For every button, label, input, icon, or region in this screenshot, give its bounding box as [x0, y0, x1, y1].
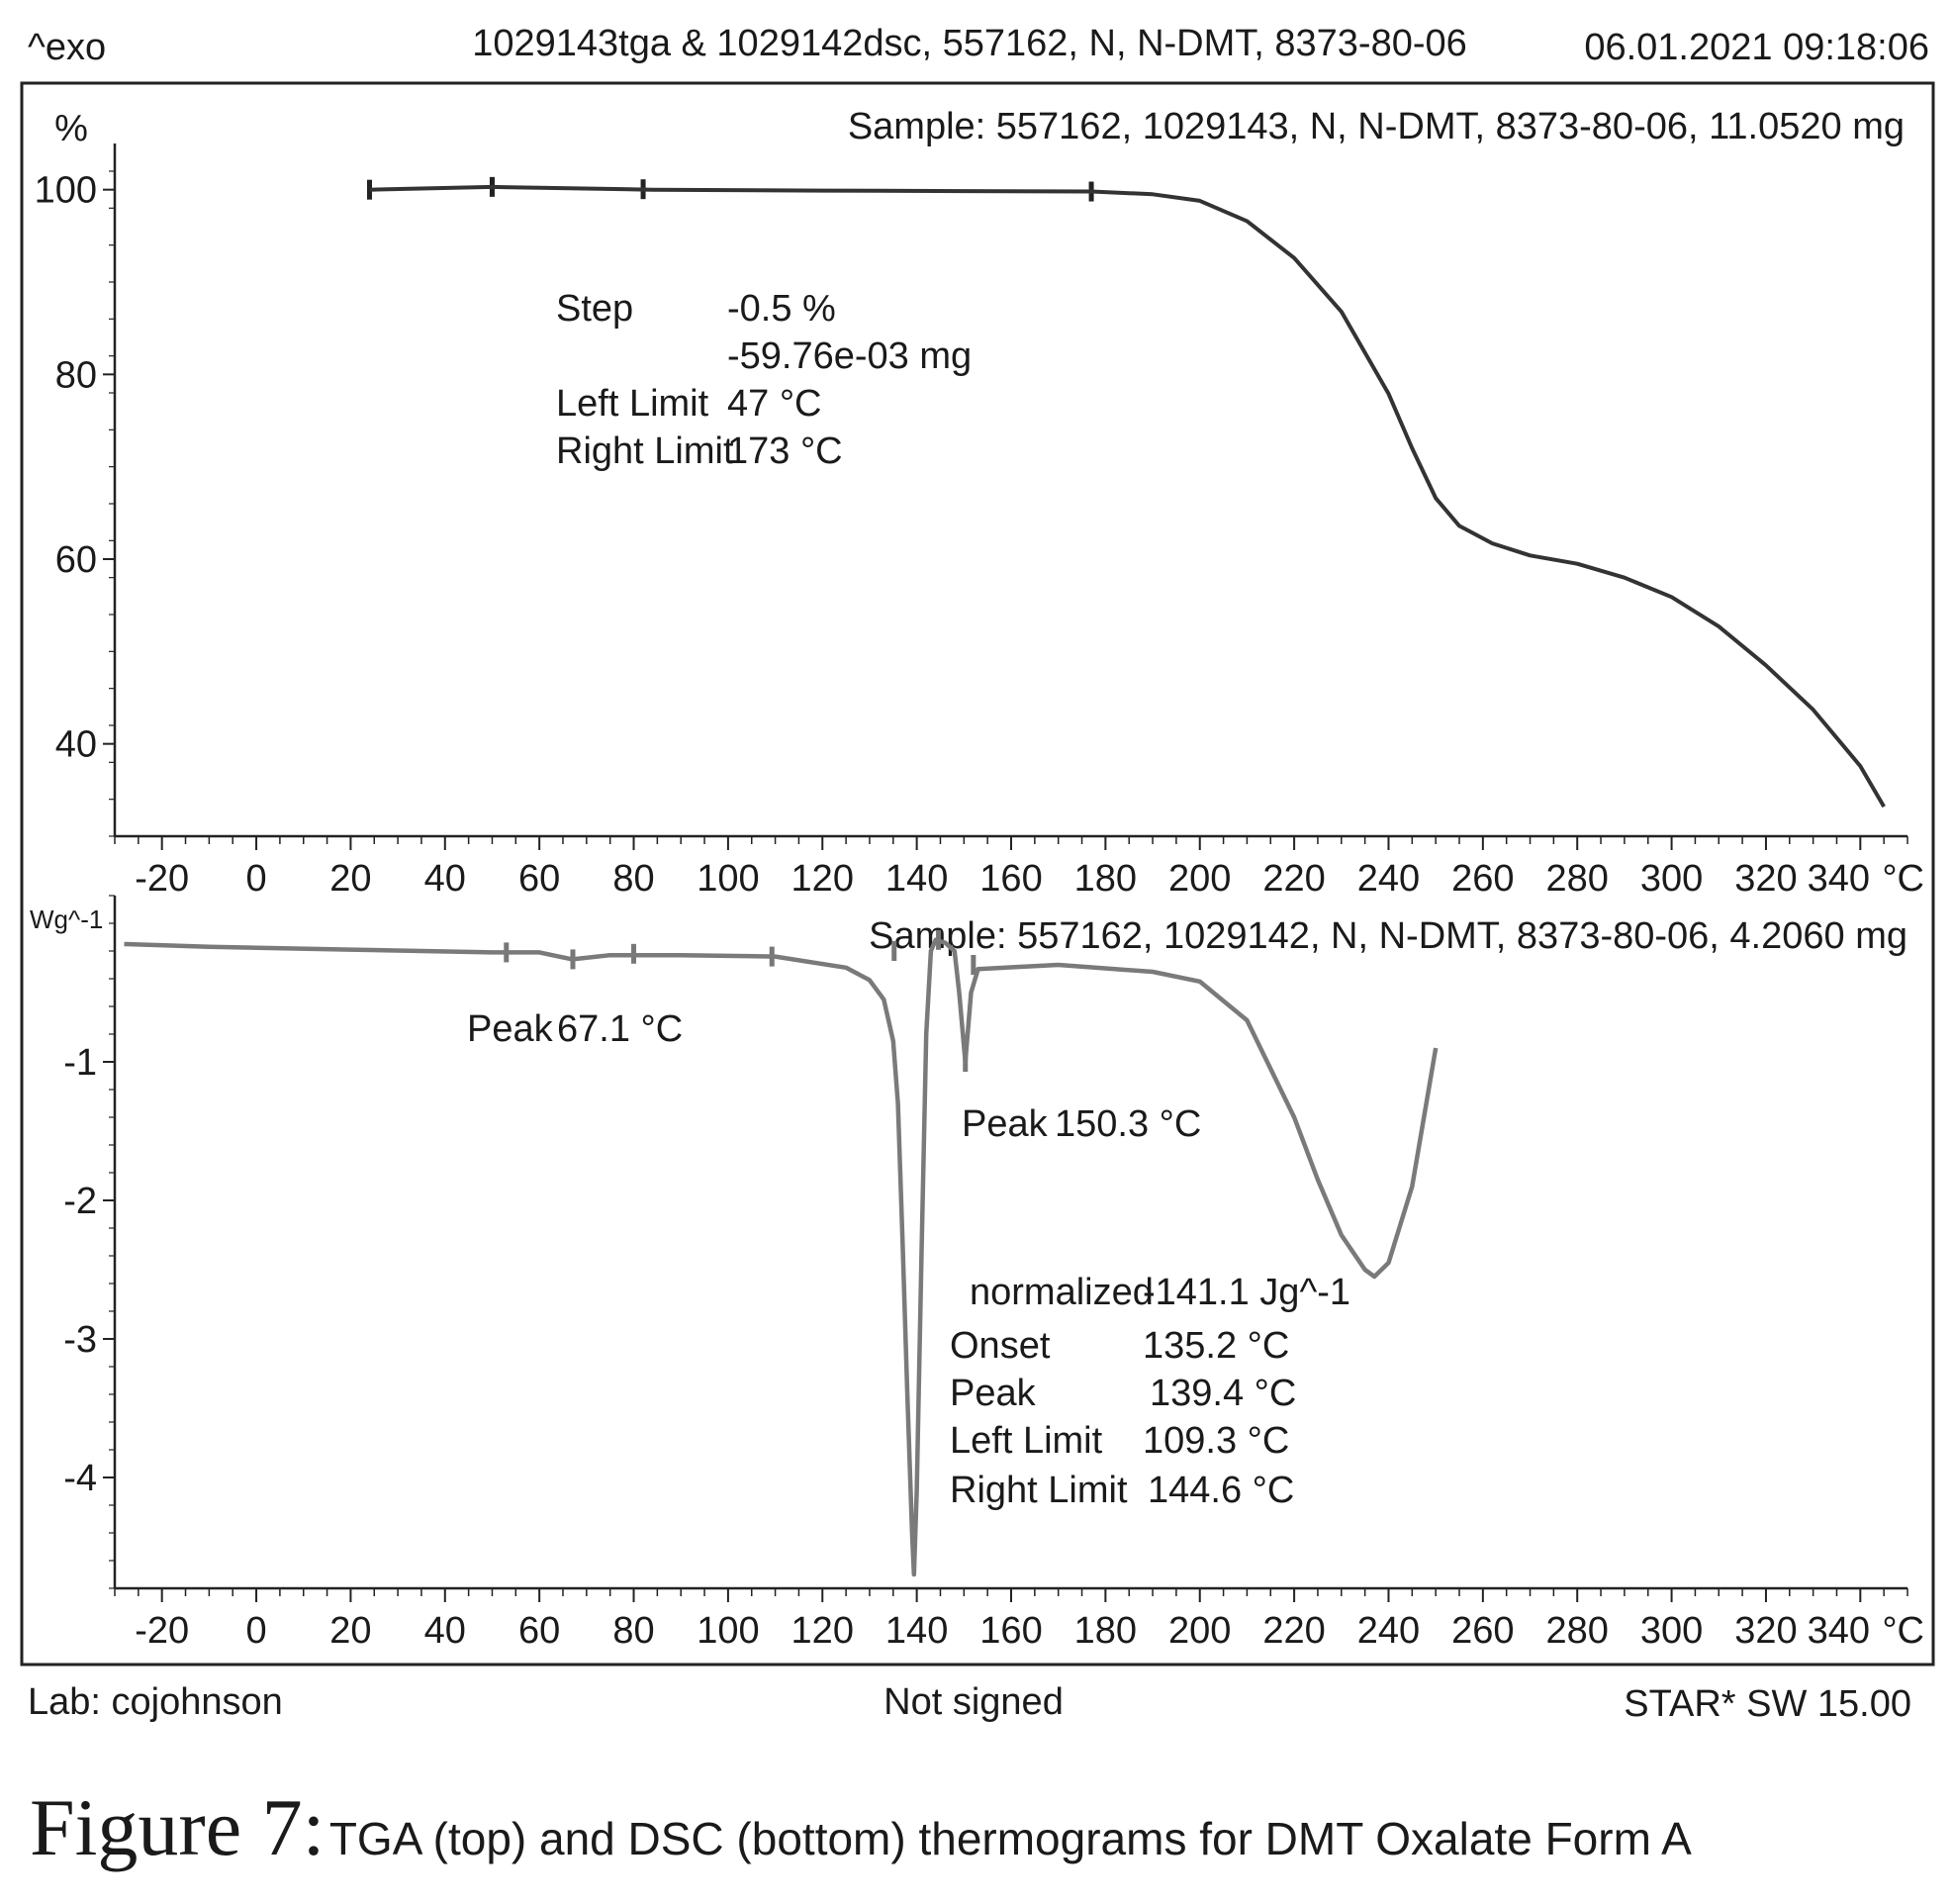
footer-lab: Lab: cojohnson — [28, 1681, 283, 1723]
dsc-sample-label: Sample: 557162, 1029142, N, N-DMT, 8373-… — [869, 915, 1907, 957]
dsc-right-limit-label: Right Limit — [950, 1470, 1128, 1511]
dsc-y-tick-label: -2 — [63, 1181, 97, 1222]
dsc-normalized-label: normalized — [970, 1272, 1154, 1313]
tga-y-tick-label: 60 — [55, 539, 97, 581]
tga-x-tick-label: 300 — [1640, 858, 1703, 900]
report-datetime: 06.01.2021 09:18:06 — [1584, 27, 1929, 68]
tga-x-tick-label: 320 — [1734, 858, 1797, 900]
tga-left-limit-label: Left Limit — [556, 383, 709, 425]
dsc-x-tick-label: 240 — [1357, 1610, 1420, 1652]
tga-x-tick-label: 340 — [1808, 858, 1870, 900]
dsc-peak2-value: 150.3 °C — [1055, 1103, 1201, 1145]
dsc-right-limit-value: 144.6 °C — [1148, 1470, 1294, 1511]
dsc-x-tick-label: 260 — [1451, 1610, 1514, 1652]
dsc-y-tick-label: -1 — [63, 1042, 97, 1084]
dsc-x-tick-label: 0 — [245, 1610, 266, 1652]
tga-x-tick-label: 0 — [245, 858, 266, 900]
tga-step-mass-value: -59.76e-03 mg — [727, 335, 972, 377]
dsc-x-tick-label: 300 — [1640, 1610, 1703, 1652]
dsc-x-tick-label: 200 — [1168, 1610, 1231, 1652]
dsc-x-tick-label: 160 — [979, 1610, 1042, 1652]
dsc-x-tick-label: 60 — [518, 1610, 560, 1652]
tga-x-unit: °C — [1882, 858, 1924, 900]
caption-figure-number: Figure 7: — [30, 1782, 326, 1872]
tga-left-limit-value: 47 °C — [727, 383, 821, 425]
dsc-left-limit-label: Left Limit — [950, 1420, 1103, 1462]
tga-x-tick-label: 40 — [424, 858, 466, 900]
dsc-x-tick-label: 180 — [1074, 1610, 1137, 1652]
dsc-x-tick-label: 340 — [1808, 1610, 1870, 1652]
footer-software: STAR* SW 15.00 — [1624, 1683, 1911, 1725]
dsc-normalized-value: -141.1 Jg^-1 — [1143, 1272, 1350, 1313]
dsc-peak3-label: Peak — [950, 1373, 1037, 1414]
tga-x-tick-label: 160 — [979, 858, 1042, 900]
dsc-peak3-value: 139.4 °C — [1150, 1373, 1296, 1414]
tga-x-tick-label: 100 — [697, 858, 759, 900]
tga-x-tick-label: 260 — [1451, 858, 1514, 900]
dsc-onset-value: 135.2 °C — [1143, 1325, 1289, 1367]
caption-text: TGA (top) and DSC (bottom) thermograms f… — [328, 1813, 1692, 1864]
tga-step-value: -0.5 % — [727, 288, 836, 330]
tga-y-tick-label: 80 — [55, 354, 97, 396]
tga-x-tick-label: 180 — [1074, 858, 1137, 900]
dsc-x-tick-label: 100 — [697, 1610, 759, 1652]
dsc-x-tick-label: 140 — [885, 1610, 948, 1652]
dsc-x-tick-label: 20 — [329, 1610, 371, 1652]
tga-curve — [369, 184, 1886, 809]
dsc-panel: Wg^-1 Sample: 557162, 1029142, N, N-DMT,… — [30, 895, 1924, 1652]
dsc-y-tick-label: -4 — [63, 1458, 97, 1499]
dsc-x-tick-label: -20 — [135, 1610, 189, 1652]
dsc-peak1-label: Peak — [467, 1008, 554, 1050]
tga-x-tick-label: 240 — [1357, 858, 1420, 900]
tga-y-tick-label: 100 — [35, 170, 97, 212]
chart-frame — [20, 81, 1935, 1666]
tga-step-label: Step — [556, 288, 633, 330]
tga-x-tick-label: 20 — [329, 858, 371, 900]
tga-y-tick-label: 40 — [55, 724, 97, 766]
figure-caption: Figure 7: TGA (top) and DSC (bottom) the… — [30, 1781, 1692, 1874]
tga-y-axis-label: % — [54, 108, 88, 149]
dsc-left-limit-value: 109.3 °C — [1143, 1420, 1289, 1462]
dsc-x-tick-label: 220 — [1262, 1610, 1325, 1652]
dsc-x-tick-label: 80 — [612, 1610, 654, 1652]
dsc-x-tick-label: 280 — [1546, 1610, 1609, 1652]
tga-x-tick-label: 120 — [791, 858, 854, 900]
exo-label: ^exo — [28, 27, 106, 68]
dsc-onset-label: Onset — [950, 1325, 1051, 1367]
tga-x-tick-label: 80 — [612, 858, 654, 900]
footer-signed: Not signed — [884, 1681, 1064, 1723]
tga-x-tick-label: 200 — [1168, 858, 1231, 900]
tga-x-tick-label: 60 — [518, 858, 560, 900]
tga-right-limit-value: 173 °C — [727, 430, 843, 472]
tga-sample-label: Sample: 557162, 1029143, N, N-DMT, 8373-… — [848, 106, 1905, 147]
dsc-y-tick-label: -3 — [63, 1319, 97, 1361]
dsc-peak1-value: 67.1 °C — [557, 1008, 683, 1050]
tga-panel: % Sample: 557162, 1029143, N, N-DMT, 837… — [35, 106, 1924, 900]
dsc-x-tick-label: 120 — [791, 1610, 854, 1652]
report-title: 1029143tga & 1029142dsc, 557162, N, N-DM… — [472, 23, 1467, 64]
tga-x-tick-label: 140 — [885, 858, 948, 900]
dsc-x-unit: °C — [1882, 1610, 1924, 1652]
dsc-x-tick-label: 40 — [424, 1610, 466, 1652]
dsc-curve — [124, 937, 1439, 1577]
tga-right-limit-label: Right Limit — [556, 430, 734, 472]
tga-x-tick-label: 220 — [1262, 858, 1325, 900]
dsc-y-axis-label: Wg^-1 — [30, 904, 103, 934]
dsc-x-tick-label: 320 — [1734, 1610, 1797, 1652]
dsc-peak2-label: Peak — [962, 1103, 1049, 1145]
tga-x-tick-label: -20 — [135, 858, 189, 900]
tga-x-tick-label: 280 — [1546, 858, 1609, 900]
